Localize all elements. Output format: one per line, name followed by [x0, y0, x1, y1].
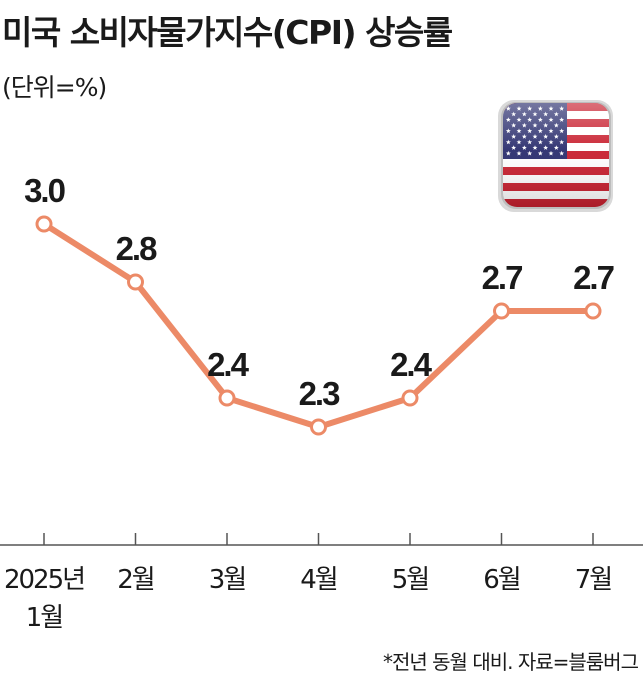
x-tick-label: 6월 — [483, 565, 520, 595]
data-point — [127, 273, 144, 291]
data-point — [35, 215, 53, 233]
data-point — [218, 389, 236, 407]
us-flag-icon — [498, 100, 613, 212]
data-point — [493, 302, 510, 320]
footnote: *전년 동월 대비. 자료=블룸버그 — [383, 650, 639, 674]
unit-label: (단위=%) — [2, 73, 106, 102]
data-point — [401, 389, 419, 407]
series-markers — [35, 215, 602, 436]
x-ticks — [43, 533, 594, 545]
data-point — [310, 418, 327, 436]
data-label: 2.4 — [390, 346, 433, 383]
data-label: 3.0 — [24, 172, 65, 209]
x-tick-label: 7월 — [575, 565, 612, 595]
x-tick-label: 4월 — [300, 565, 337, 595]
x-tick-labels: 2025년 1월 2월 3월 4월 5월 6월 7월 — [4, 565, 613, 633]
data-label: 2.3 — [299, 375, 341, 412]
x-tick-label: 1월 — [26, 603, 63, 633]
x-tick-label: 5월 — [392, 565, 429, 595]
data-label: 2.8 — [116, 230, 158, 267]
data-labels: 3.0 2.8 2.4 2.3 2.4 2.7 2.7 — [24, 172, 616, 412]
data-label: 2.7 — [482, 259, 523, 296]
x-tick-label: 2025년 — [4, 565, 84, 595]
data-point — [584, 302, 602, 320]
x-tick-label: 2월 — [117, 565, 154, 595]
data-label: 2.7 — [573, 259, 614, 296]
data-label: 2.4 — [207, 346, 250, 383]
x-tick-label: 3월 — [209, 565, 246, 595]
chart-title: 미국 소비자물가지수(CPI) 상승률 — [2, 13, 453, 52]
